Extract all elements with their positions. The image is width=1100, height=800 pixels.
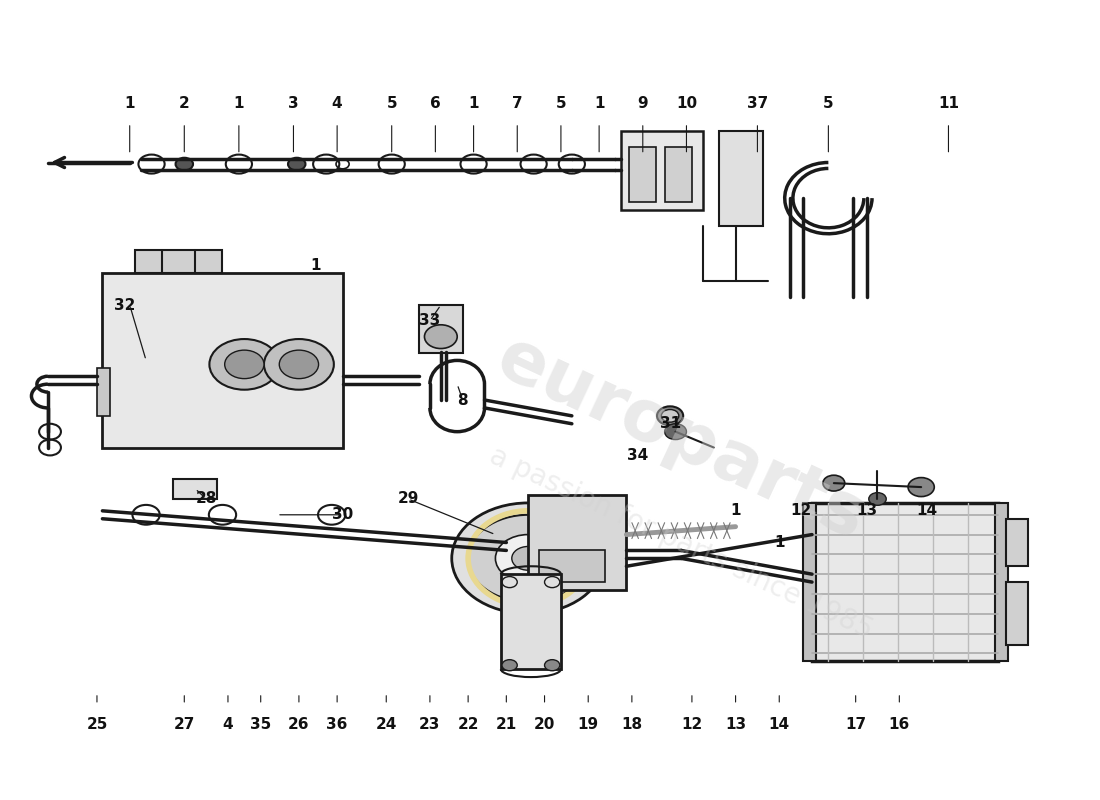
Text: 30: 30 (332, 507, 353, 522)
Text: 5: 5 (556, 96, 566, 110)
Circle shape (288, 158, 306, 170)
Circle shape (823, 475, 845, 491)
Circle shape (544, 660, 560, 670)
Text: 20: 20 (534, 717, 556, 732)
Text: 3: 3 (288, 96, 299, 110)
Text: 12: 12 (791, 503, 812, 518)
Text: 1: 1 (594, 96, 604, 110)
Circle shape (425, 325, 458, 349)
Text: 9: 9 (638, 96, 648, 110)
Text: 24: 24 (375, 717, 397, 732)
Bar (1006, 582, 1028, 646)
Text: 29: 29 (397, 491, 419, 506)
Text: 1: 1 (233, 96, 244, 110)
Text: 8: 8 (458, 393, 468, 407)
Circle shape (512, 546, 544, 570)
Text: 4: 4 (222, 717, 233, 732)
Circle shape (661, 410, 679, 422)
Bar (500, 574, 561, 669)
Text: 12: 12 (681, 717, 703, 732)
Bar (621, 131, 703, 210)
Bar (135, 250, 222, 274)
Bar (97, 368, 110, 416)
Bar (628, 146, 656, 202)
Text: 4: 4 (332, 96, 342, 110)
Text: 27: 27 (174, 717, 195, 732)
Text: 14: 14 (916, 503, 937, 518)
Text: 13: 13 (725, 717, 746, 732)
Circle shape (279, 350, 319, 378)
Text: 28: 28 (196, 491, 217, 506)
Text: 1: 1 (124, 96, 135, 110)
Bar (174, 479, 217, 499)
Text: 21: 21 (496, 717, 517, 732)
Bar (719, 131, 763, 226)
Text: 16: 16 (889, 717, 910, 732)
Text: 37: 37 (747, 96, 768, 110)
Text: 35: 35 (250, 717, 272, 732)
Text: 18: 18 (621, 717, 642, 732)
Text: 11: 11 (938, 96, 959, 110)
Text: 17: 17 (845, 717, 866, 732)
Circle shape (469, 514, 588, 602)
Text: 32: 32 (113, 298, 135, 313)
Text: europarts: europarts (485, 324, 877, 555)
Circle shape (657, 406, 683, 426)
Text: 1: 1 (774, 535, 784, 550)
Bar (996, 503, 1009, 662)
Circle shape (264, 339, 334, 390)
Circle shape (209, 339, 279, 390)
Text: 25: 25 (86, 717, 108, 732)
Text: 26: 26 (288, 717, 310, 732)
Circle shape (502, 660, 517, 670)
Circle shape (869, 493, 887, 506)
Text: 2: 2 (179, 96, 189, 110)
Circle shape (224, 350, 264, 378)
Text: 5: 5 (823, 96, 834, 110)
Circle shape (176, 158, 192, 170)
Bar (528, 495, 626, 590)
Bar (102, 274, 342, 447)
Bar (539, 550, 605, 582)
Circle shape (452, 503, 605, 614)
Circle shape (664, 424, 686, 439)
Circle shape (909, 478, 934, 497)
Text: 14: 14 (769, 717, 790, 732)
Text: a passion for parts since 1985: a passion for parts since 1985 (485, 441, 877, 644)
Bar (664, 146, 692, 202)
Bar (812, 503, 998, 662)
Text: 13: 13 (856, 503, 877, 518)
Text: 1: 1 (469, 96, 478, 110)
Text: 5: 5 (386, 96, 397, 110)
Text: 34: 34 (627, 448, 648, 463)
Text: 36: 36 (327, 717, 348, 732)
Text: 19: 19 (578, 717, 598, 732)
Text: 1: 1 (730, 503, 740, 518)
Text: 7: 7 (512, 96, 522, 110)
Text: 1: 1 (310, 258, 320, 273)
Circle shape (495, 534, 561, 582)
Bar (803, 503, 816, 662)
Text: 23: 23 (419, 717, 441, 732)
Bar (1006, 518, 1028, 566)
Bar (419, 305, 463, 353)
Text: 10: 10 (675, 96, 697, 110)
Text: 22: 22 (458, 717, 478, 732)
Text: 31: 31 (660, 416, 681, 431)
Text: 33: 33 (419, 314, 440, 328)
Text: 6: 6 (430, 96, 441, 110)
